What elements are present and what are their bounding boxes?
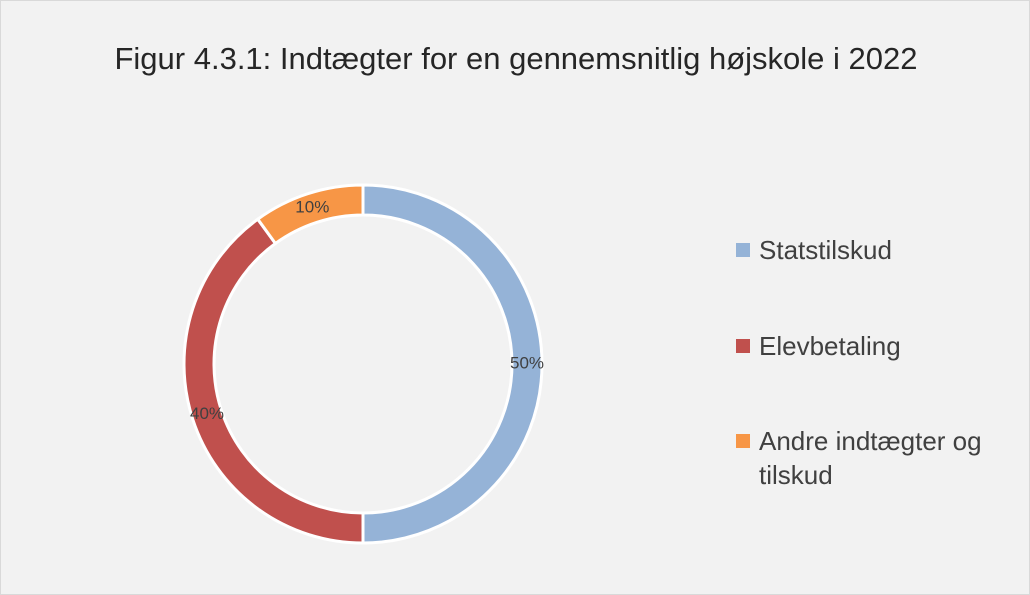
legend-item: Elevbetaling bbox=[736, 329, 1026, 363]
data-label: 10% bbox=[295, 198, 329, 217]
legend-item: Andre indtægter og tilskud bbox=[736, 424, 1026, 492]
donut-segment bbox=[182, 217, 365, 545]
data-label: 40% bbox=[190, 404, 224, 423]
legend-label: Andre indtægter og tilskud bbox=[759, 426, 982, 490]
legend-label: Elevbetaling bbox=[759, 331, 901, 361]
legend-label: Statstilskud bbox=[759, 235, 892, 265]
chart-title: Figur 4.3.1: Indtægter for en gennemsnit… bbox=[114, 41, 918, 76]
donut-segment bbox=[255, 183, 365, 246]
legend-swatch bbox=[736, 339, 750, 353]
data-label: 50% bbox=[510, 353, 544, 372]
legend-swatch bbox=[736, 434, 750, 448]
legend-swatch bbox=[736, 243, 750, 257]
legend-item: Statstilskud bbox=[736, 233, 1026, 267]
